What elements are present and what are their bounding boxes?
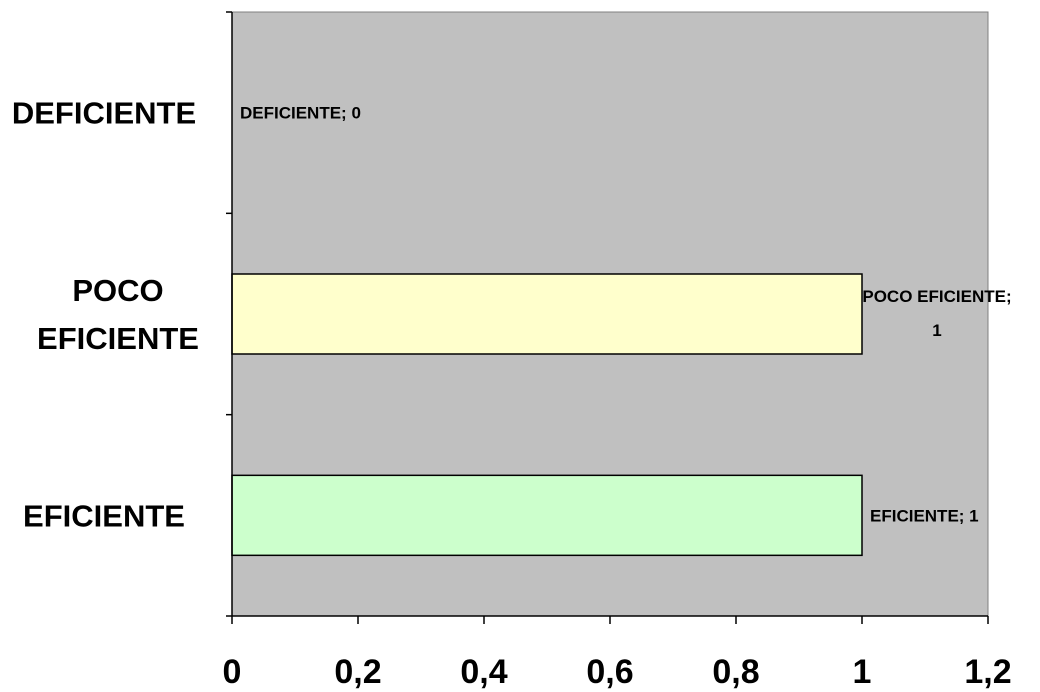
x-tick-label: 0,8 bbox=[712, 653, 759, 691]
data-label-text: DEFICIENTE; 0 bbox=[240, 104, 361, 123]
category-label-text: EFICIENTE bbox=[23, 498, 185, 533]
category-label-text: POCO bbox=[72, 273, 163, 308]
category-label-poco-eficiente: POCO EFICIENTE bbox=[37, 273, 199, 356]
x-tick-label: 0 bbox=[223, 653, 242, 691]
category-label-deficiente: DEFICIENTE bbox=[12, 96, 196, 131]
data-label-text: 1 bbox=[932, 321, 941, 340]
x-tick-label: 1 bbox=[853, 653, 872, 691]
bar-poco-eficiente bbox=[231, 273, 863, 355]
data-label-text: EFICIENTE; 1 bbox=[870, 506, 979, 525]
data-label-text: POCO EFICIENTE; bbox=[862, 287, 1011, 306]
data-label-deficiente: DEFICIENTE; 0 bbox=[240, 104, 361, 123]
category-label-eficiente: EFICIENTE bbox=[23, 498, 185, 533]
x-tick-label: 0,4 bbox=[460, 653, 507, 691]
category-label-text: EFICIENTE bbox=[37, 321, 199, 356]
x-tick-label: 0,2 bbox=[334, 653, 381, 691]
bar-eficiente bbox=[231, 474, 863, 557]
data-label-poco-eficiente: POCO EFICIENTE; 1 bbox=[862, 287, 1011, 340]
x-tick-label: 1,2 bbox=[964, 653, 1011, 691]
category-label-text: DEFICIENTE bbox=[12, 96, 196, 131]
x-tick-label: 0,6 bbox=[586, 653, 633, 691]
data-label-eficiente: EFICIENTE; 1 bbox=[870, 506, 979, 525]
